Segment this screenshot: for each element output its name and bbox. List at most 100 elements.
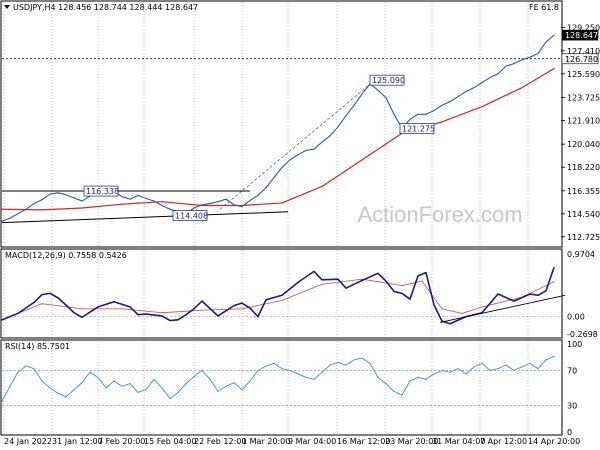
macd-line-point <box>41 294 43 296</box>
macd-line-point <box>393 290 395 293</box>
macd-line-point <box>201 300 203 302</box>
price-line-point <box>345 114 347 117</box>
macd-signal-line-point <box>461 312 463 314</box>
macd-signal-line-point <box>321 283 323 285</box>
price-line-point <box>225 198 227 200</box>
rsi-line-point <box>25 365 27 367</box>
macd-line-point <box>241 302 243 304</box>
rsi-line <box>1 355 555 402</box>
sma-line-point <box>521 87 523 89</box>
price-line-point <box>377 89 379 91</box>
rsi-line-point <box>281 368 283 370</box>
rsi-line-point <box>217 390 219 393</box>
rsi-line-point <box>241 389 243 391</box>
price-line-point <box>385 97 387 99</box>
price-line-point <box>289 159 291 161</box>
macd-line-point <box>233 305 235 307</box>
rsi-line-point <box>537 368 539 370</box>
price-line-point <box>81 200 83 202</box>
rsi-panel <box>0 339 563 436</box>
macd-line-point <box>337 278 339 280</box>
time-tick-label: 16 Mar 12:00 <box>337 437 390 446</box>
rsi-line-point <box>305 376 307 379</box>
price-line-point <box>57 192 59 194</box>
rsi-line-point <box>81 382 83 384</box>
rsi-line-point <box>177 391 179 393</box>
price-line-point <box>425 113 427 115</box>
macd-line-point <box>361 279 363 282</box>
rsi-line-point <box>385 383 387 385</box>
rsi-line-point <box>145 389 147 391</box>
macd-line-point <box>417 275 419 277</box>
macd-signal-line-point <box>441 308 443 310</box>
macd-line-point <box>137 314 139 316</box>
rsi-line-point <box>57 392 59 394</box>
time-tick-label: 1 Mar 20:00 <box>242 437 290 446</box>
sma-line-point <box>553 68 555 70</box>
macd-signal-line-point <box>121 308 123 310</box>
macd-line-point <box>537 294 539 296</box>
time-tick-label: 31 Jan 12:00 <box>52 437 103 446</box>
rsi-line-point <box>201 369 203 371</box>
rsi-line-point <box>41 380 43 382</box>
trend-line <box>1 211 289 224</box>
price-line-point <box>553 34 555 36</box>
macd-trend-line <box>439 294 566 323</box>
price-line-point <box>545 41 547 43</box>
macd-line-point <box>145 313 147 315</box>
price-line-point <box>169 208 171 210</box>
price-line-point <box>497 73 499 75</box>
price-tick-label: 127.410 <box>567 47 600 56</box>
macd-tick-label: -0.2698 <box>567 330 598 339</box>
rsi-line-point <box>489 369 491 371</box>
macd-line-point <box>409 298 411 300</box>
high-label-116: 116.338 <box>86 187 119 196</box>
price-tick-label: 121.910 <box>567 116 600 125</box>
macd-tick-label: 0.00 <box>567 313 585 322</box>
rsi-line-point <box>233 382 235 384</box>
price-line-point <box>473 87 475 89</box>
price-line-point <box>129 198 131 200</box>
macd-line-point <box>425 272 427 274</box>
price-line-point <box>161 204 163 207</box>
time-tick-label: 31 Mar 04:00 <box>432 437 485 446</box>
rsi-line-point <box>409 380 411 382</box>
macd-line-point <box>177 319 179 321</box>
projection-line <box>219 82 373 210</box>
rsi-line-point <box>369 362 371 364</box>
price-line-point <box>121 196 123 198</box>
price-line-point <box>201 204 203 206</box>
low-label-114: 114.408 <box>175 211 208 220</box>
price-line-point <box>65 194 67 196</box>
price-line-point <box>465 90 467 93</box>
sma-line-point <box>361 159 363 161</box>
macd-panel <box>0 248 563 339</box>
rsi-line-point <box>449 371 451 373</box>
price-line-point <box>417 113 419 115</box>
rsi-line-point <box>457 368 459 370</box>
price-line-point <box>433 109 435 112</box>
rsi-tick-label: 0 <box>567 428 572 437</box>
rsi-line-point <box>185 383 187 385</box>
rsi-line-point <box>249 380 251 382</box>
time-tick-label: 24 Jan 2022 <box>4 437 52 446</box>
sma-line-point <box>121 203 123 205</box>
rsi-line-point <box>105 387 107 389</box>
rsi-line-point <box>329 364 331 366</box>
low-label-114-box <box>172 210 208 221</box>
price-line-point <box>505 65 507 67</box>
price-line-point <box>41 199 43 201</box>
rsi-line-point <box>137 391 139 393</box>
macd-line-point <box>265 299 267 301</box>
rsi-line-point <box>337 361 339 364</box>
sma-line-point <box>481 106 483 108</box>
price-line-point <box>353 104 355 106</box>
price-line-point <box>193 207 195 209</box>
price-tick-label: 123.725 <box>567 93 600 102</box>
rsi-line-point <box>473 366 475 368</box>
header-symbol: USDJPY,H4 128.456 128.744 128.444 128.64… <box>4 3 198 12</box>
rsi-line-point <box>273 362 275 364</box>
macd-signal-line-point <box>481 306 483 308</box>
macd-signal-line-point <box>401 285 403 287</box>
